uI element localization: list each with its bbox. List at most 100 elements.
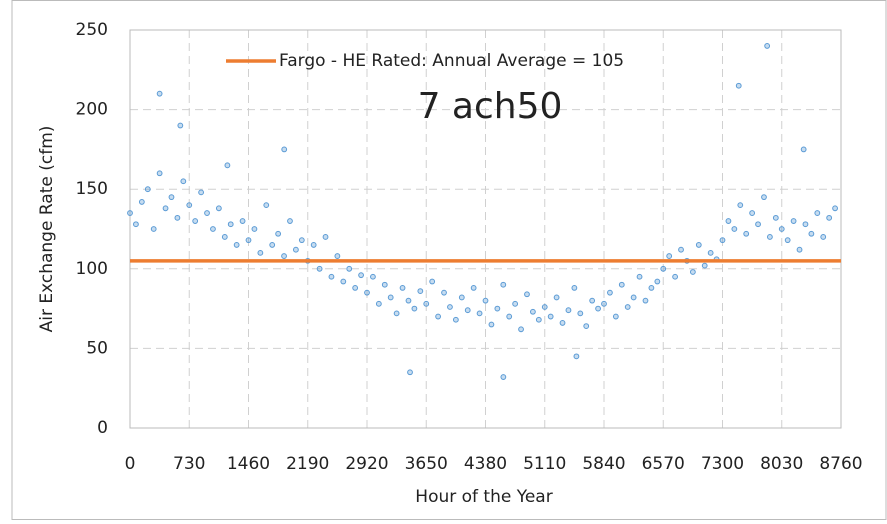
scatter-point — [731, 226, 738, 232]
scatter-point — [802, 221, 809, 228]
scatter-point — [565, 307, 572, 314]
scatter-point — [764, 43, 771, 49]
scatter-point — [393, 310, 400, 317]
y-tick-label: 150 — [76, 179, 108, 199]
scatter-point — [162, 205, 169, 212]
scatter-point — [737, 202, 744, 209]
scatter-point — [144, 186, 151, 193]
scatter-point — [719, 237, 726, 244]
scatter-point — [660, 265, 667, 272]
scatter-point — [156, 170, 163, 177]
x-axis-label: Hour of the Year — [415, 487, 552, 507]
scatter-point — [500, 374, 507, 380]
scatter-point — [524, 291, 530, 298]
scatter-point — [417, 288, 424, 294]
scatter-point — [772, 214, 779, 221]
scatter-point — [826, 214, 833, 221]
scatter-point — [583, 323, 590, 330]
scatter-point — [328, 273, 335, 280]
scatter-point — [618, 281, 625, 288]
scatter-point — [174, 214, 181, 221]
scatter-point — [364, 289, 370, 296]
scatter-point — [346, 265, 353, 272]
scatter-point — [322, 234, 329, 240]
scatter-point — [624, 304, 631, 310]
scatter-point — [767, 234, 773, 240]
scatter-point — [559, 320, 566, 326]
scatter-point — [518, 326, 524, 333]
x-tick-label: 1460 — [227, 454, 270, 474]
scatter-point — [452, 316, 459, 323]
scatter-point — [482, 297, 489, 304]
scatter-point — [755, 221, 761, 228]
scatter-point — [577, 310, 584, 317]
scatter-point — [133, 221, 139, 228]
scatter-point — [512, 300, 519, 307]
scatter-point — [506, 313, 513, 320]
scatter-point — [429, 278, 436, 285]
scatter-point — [405, 297, 412, 304]
scatter-point — [177, 122, 184, 129]
y-tick-label: 0 — [97, 418, 108, 438]
scatter-point — [500, 281, 507, 288]
scatter-point — [358, 272, 364, 279]
scatter-point — [215, 205, 222, 212]
scatter-point — [281, 146, 288, 153]
scatter-point — [192, 218, 199, 224]
scatter-point — [494, 305, 501, 312]
scatter-point — [695, 242, 702, 248]
scatter-point — [630, 294, 637, 301]
scatter-point — [352, 285, 359, 291]
scatter-point — [387, 294, 394, 301]
scatter-point — [464, 307, 471, 314]
scatter-point — [535, 316, 542, 323]
scatter-point — [334, 253, 341, 259]
scatter-point — [138, 199, 145, 205]
scatter-point — [239, 218, 246, 224]
scatter-point — [251, 226, 258, 232]
annotation: 7 ach50 — [418, 86, 563, 127]
scatter-point — [725, 218, 732, 224]
scatter-point — [573, 353, 580, 360]
scatter-point — [180, 178, 187, 185]
scatter-point — [210, 226, 216, 232]
scatter-point — [678, 246, 684, 253]
scatter-point — [553, 294, 560, 301]
x-tick-label: 2920 — [345, 454, 388, 474]
scatter-point — [814, 210, 821, 216]
y-tick-label: 100 — [76, 259, 108, 279]
scatter-point — [156, 90, 163, 97]
scatter-point — [689, 269, 696, 275]
scatter-point — [316, 265, 323, 272]
scatter-point — [707, 249, 714, 256]
x-tick-label: 5110 — [523, 454, 566, 474]
scatter-point — [808, 230, 815, 237]
scatter-point — [476, 310, 483, 317]
legend-label: Fargo - HE Rated: Annual Average = 105 — [279, 51, 624, 71]
x-tick-label: 8760 — [819, 454, 862, 474]
scatter-point — [411, 305, 418, 312]
x-tick-label: 4380 — [464, 454, 507, 474]
scatter-point — [245, 237, 252, 244]
x-tick-label: 5840 — [582, 454, 625, 474]
scatter-point — [458, 294, 465, 301]
scatter-point — [407, 369, 413, 376]
x-tick-label: 6570 — [642, 454, 685, 474]
scatter-point — [648, 285, 655, 291]
scatter-point — [601, 300, 607, 307]
scatter-point — [784, 237, 791, 244]
x-tick-label: 3650 — [405, 454, 448, 474]
scatter-point — [595, 305, 601, 312]
x-tick-label: 2190 — [286, 454, 329, 474]
scatter-point — [381, 281, 388, 288]
scatter-point — [441, 289, 447, 296]
scatter-point — [796, 246, 803, 253]
scatter-point — [701, 262, 708, 269]
scatter-point — [227, 221, 234, 228]
scatter-point — [269, 242, 276, 248]
plot-border — [129, 29, 842, 429]
scatter-point — [743, 230, 750, 237]
scatter-point — [530, 308, 536, 315]
scatter-point — [541, 304, 548, 310]
scatter-point — [423, 300, 430, 307]
